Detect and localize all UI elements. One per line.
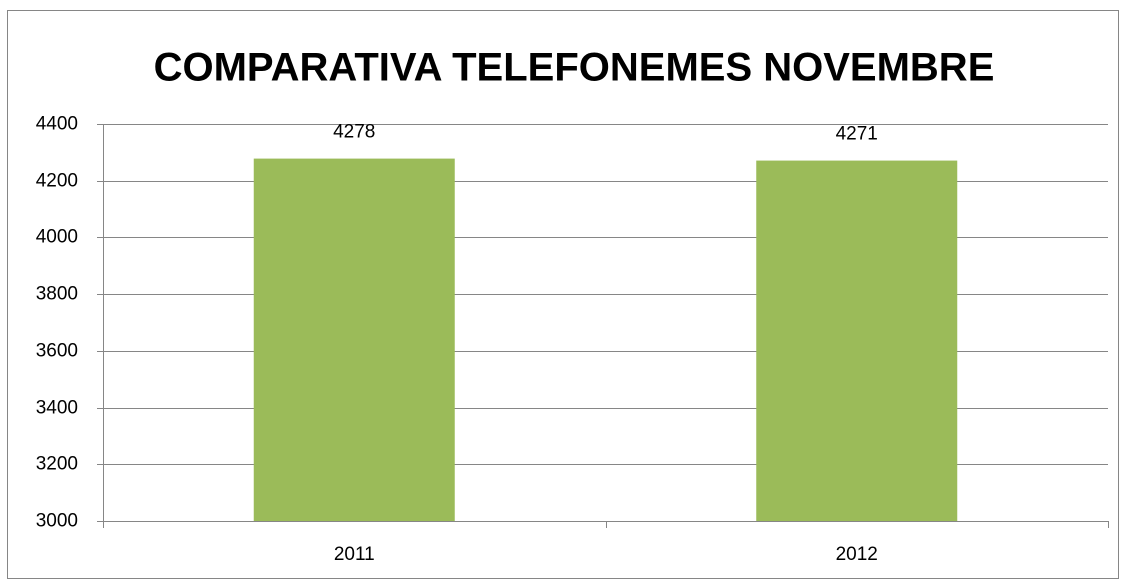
- bar: [756, 160, 958, 521]
- y-tick-label: 4200: [36, 171, 78, 192]
- y-tick-label: 3200: [36, 454, 78, 475]
- y-tick-label: 3400: [36, 398, 78, 419]
- y-tick-label: 4000: [36, 227, 78, 248]
- data-label: 4271: [836, 124, 878, 145]
- y-tick-label: 3600: [36, 341, 78, 362]
- data-label: 4278: [333, 122, 375, 143]
- x-tick-label: 2011: [334, 544, 375, 565]
- y-tick-label: 3000: [36, 511, 78, 532]
- chart-title: COMPARATIVA TELEFONEMES NOVEMBRE: [154, 46, 995, 90]
- y-tick-label: 3800: [36, 284, 78, 305]
- bar: [253, 158, 455, 522]
- x-tick-label: 2012: [836, 544, 878, 565]
- y-tick-label: 4400: [36, 114, 78, 135]
